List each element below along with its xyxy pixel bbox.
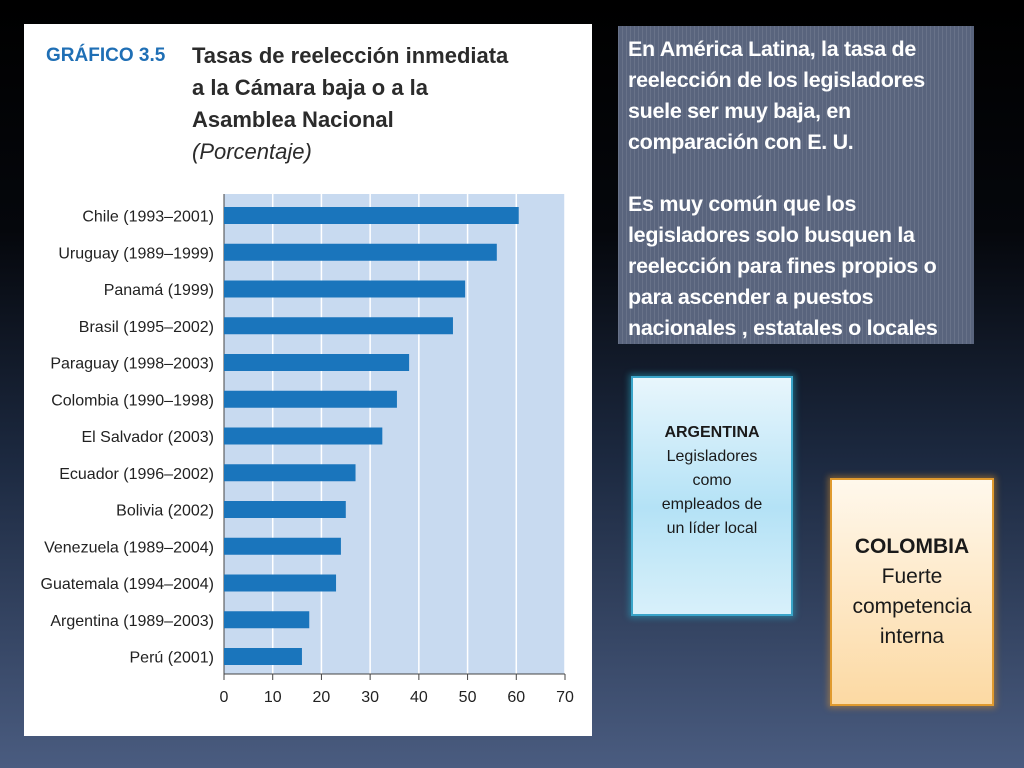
- bar: [224, 207, 519, 224]
- x-tick-label: 10: [264, 689, 282, 706]
- category-label: Ecuador (1996–2002): [59, 466, 214, 483]
- x-tick-label: 60: [507, 689, 525, 706]
- bar: [224, 354, 410, 371]
- x-tick-label: 70: [556, 689, 574, 706]
- bar: [224, 501, 346, 518]
- colombia-box: COLOMBIA Fuerte competencia interna: [830, 478, 994, 706]
- chart-subtitle: (Porcentaje): [192, 139, 312, 164]
- bar-chart: Chile (1993–2001) Uruguay (1989–1999) Pana…: [41, 194, 574, 706]
- category-label: Bolivia (2002): [116, 503, 214, 520]
- category-label: El Salvador (2003): [81, 429, 214, 446]
- bar: [224, 537, 341, 555]
- category-label: Colombia (1990–1998): [51, 392, 214, 409]
- category-label: Venezuela (1989–2004): [44, 539, 214, 556]
- colombia-box-line: Fuerte: [881, 565, 943, 588]
- colombia-box-line: interna: [879, 625, 945, 648]
- chart-number-label: GRÁFICO 3.5: [46, 45, 166, 66]
- colombia-box-title: COLOMBIA: [854, 535, 970, 558]
- category-label: Perú (2001): [130, 650, 215, 667]
- x-tick-label: 0: [220, 689, 229, 706]
- x-tick-label: 20: [313, 689, 331, 706]
- bar: [224, 574, 337, 592]
- bar: [224, 243, 497, 261]
- chart-title-line-3: Asamblea Nacional: [192, 107, 394, 132]
- category-label: Panamá (1999): [104, 282, 214, 299]
- bar: [224, 427, 383, 445]
- bar: [224, 464, 356, 482]
- category-label: Guatemala (1994–2004): [41, 576, 214, 593]
- argentina-box-line: Legisladores: [666, 448, 758, 465]
- category-label: Uruguay (1989–1999): [58, 245, 214, 262]
- bar: [224, 648, 302, 665]
- bar: [224, 280, 466, 298]
- bar: [224, 390, 397, 408]
- argentina-box: ARGENTINA Legisladores como empleados de…: [631, 376, 793, 616]
- argentina-box-line: como: [692, 472, 732, 489]
- category-label: Paraguay (1998–2003): [50, 356, 214, 373]
- info-box: En América Latina, la tasa de reelección…: [618, 26, 974, 344]
- chart-panel: GRÁFICO 3.5 Tasas de reelección inmediat…: [24, 24, 592, 736]
- x-tick-label: 30: [361, 689, 379, 706]
- category-label: Brasil (1995–2002): [79, 319, 214, 336]
- category-label: Argentina (1989–2003): [50, 613, 214, 630]
- chart-title-line-2: a la Cámara baja o a la: [192, 75, 429, 100]
- colombia-box-line: competencia: [852, 595, 972, 618]
- argentina-box-line: un líder local: [666, 520, 758, 537]
- argentina-box-title: ARGENTINA: [664, 424, 760, 441]
- bar: [224, 317, 453, 335]
- info-paragraph-1: En América Latina, la tasa de reelección…: [628, 37, 925, 154]
- x-tick-label: 40: [410, 689, 428, 706]
- category-label: Chile (1993–2001): [82, 209, 214, 226]
- argentina-box-line: empleados de: [661, 496, 763, 513]
- bar: [224, 611, 310, 629]
- x-tick-label: 50: [459, 689, 477, 706]
- chart-title-line-1: Tasas de reelección inmediata: [192, 43, 509, 68]
- info-paragraph-2: Es muy común que los legisladores solo b…: [628, 192, 938, 340]
